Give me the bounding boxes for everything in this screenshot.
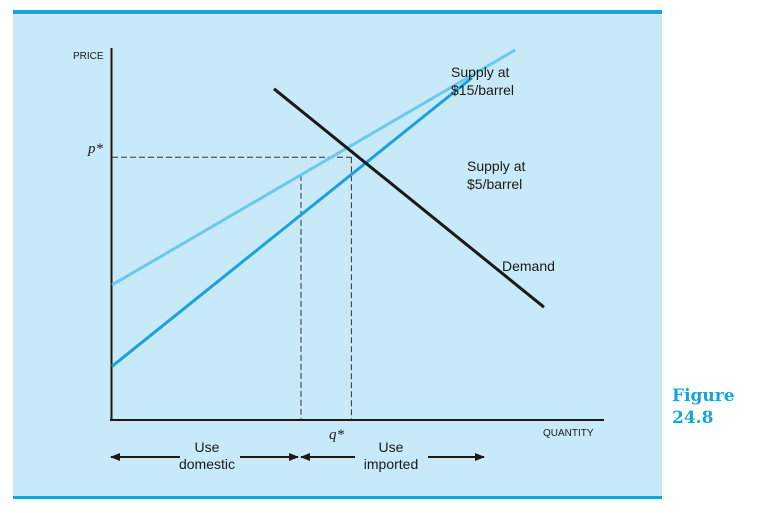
p-star-label: p* [87, 141, 104, 157]
supply-15-line [111, 76, 473, 368]
domestic-label-line1: Use [195, 439, 220, 455]
imported-label-line1: Use [379, 439, 404, 455]
supply-5-line [111, 48, 516, 287]
bottom-rule [13, 496, 662, 499]
figure-caption: Figure 24.8 [672, 385, 752, 429]
figure-caption-number: 24.8 [672, 408, 714, 428]
figure-caption-word: Figure [672, 386, 735, 406]
supply-15-label-line2: $15/barrel [451, 82, 514, 98]
demand-line [273, 87, 545, 309]
supply-15-label-line1: Supply at [451, 64, 509, 80]
y-axis-label: PRICE [73, 51, 104, 62]
imported-label-line2: imported [364, 456, 418, 472]
figure-panel [13, 14, 662, 496]
demand-label: Demand [502, 258, 555, 274]
supply-5-label-line2: $5/barrel [467, 176, 522, 192]
x-axis-label: QUANTITY [543, 428, 594, 439]
supply-5-label-line1: Supply at [467, 158, 525, 174]
domestic-label-line2: domestic [179, 456, 235, 472]
top-rule [13, 10, 662, 14]
q-star-label: q* [329, 427, 345, 443]
